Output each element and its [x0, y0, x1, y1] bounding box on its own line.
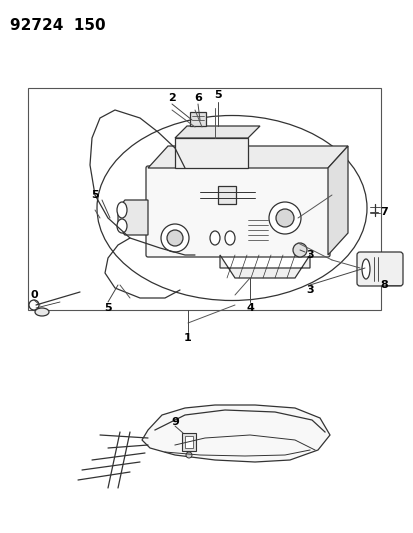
FancyBboxPatch shape — [146, 166, 329, 257]
Ellipse shape — [209, 231, 219, 245]
Circle shape — [268, 202, 300, 234]
Circle shape — [29, 300, 39, 310]
Bar — [190, 112, 206, 126]
Text: 4: 4 — [245, 303, 253, 313]
Bar — [182, 433, 195, 451]
Bar — [185, 436, 192, 448]
Polygon shape — [327, 146, 347, 255]
Bar — [218, 186, 235, 204]
Ellipse shape — [117, 219, 127, 233]
Text: 5: 5 — [104, 303, 112, 313]
Text: 3: 3 — [306, 250, 313, 260]
Circle shape — [166, 230, 183, 246]
Text: 1: 1 — [184, 333, 191, 343]
Ellipse shape — [35, 308, 49, 316]
Polygon shape — [142, 405, 329, 462]
Text: 3: 3 — [306, 285, 313, 295]
Ellipse shape — [361, 259, 369, 279]
Text: 7: 7 — [379, 207, 387, 217]
Circle shape — [161, 224, 189, 252]
Text: 5: 5 — [91, 190, 99, 200]
Polygon shape — [219, 255, 309, 278]
FancyBboxPatch shape — [356, 252, 402, 286]
Text: 9: 9 — [171, 417, 178, 427]
Text: 92724  150: 92724 150 — [10, 18, 105, 33]
Bar — [28, 88, 380, 310]
Polygon shape — [175, 126, 259, 138]
Text: 6: 6 — [194, 93, 202, 103]
Circle shape — [292, 243, 306, 257]
Circle shape — [185, 452, 192, 458]
Text: 2: 2 — [168, 93, 176, 103]
Ellipse shape — [117, 202, 127, 218]
Polygon shape — [147, 146, 347, 168]
Polygon shape — [118, 200, 147, 235]
Ellipse shape — [224, 231, 235, 245]
Text: 0: 0 — [30, 290, 38, 300]
Text: 5: 5 — [214, 90, 221, 100]
Bar — [175, 138, 247, 168]
Circle shape — [275, 209, 293, 227]
Text: 8: 8 — [379, 280, 387, 290]
